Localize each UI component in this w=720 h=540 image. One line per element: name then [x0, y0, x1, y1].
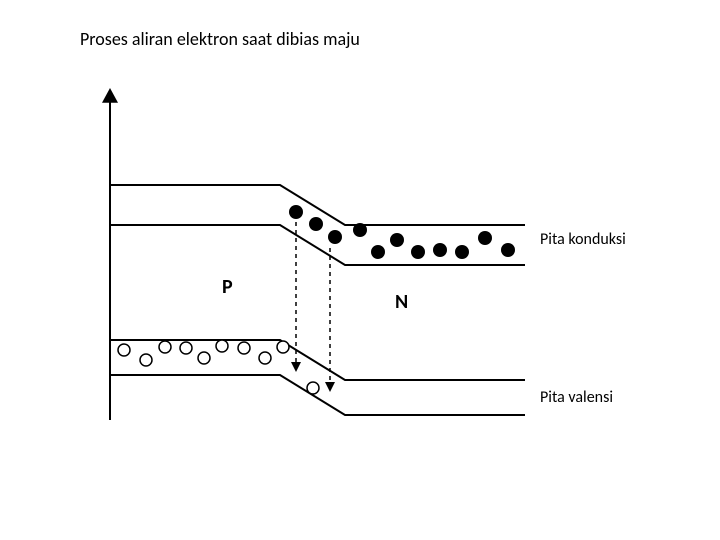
electron — [353, 223, 367, 237]
electron — [289, 205, 303, 219]
hole — [140, 354, 152, 366]
hole — [238, 342, 250, 354]
recombination-arrows — [291, 222, 335, 392]
recombination-arrow-head — [325, 382, 335, 392]
p-region-label: P — [222, 275, 233, 299]
electron — [328, 230, 342, 244]
hole — [198, 352, 210, 364]
hole — [159, 341, 171, 353]
hole — [259, 352, 271, 364]
hole — [118, 344, 130, 356]
hole — [307, 382, 319, 394]
electron — [455, 245, 469, 259]
valence-band — [110, 340, 525, 415]
valence-band-label: Pita valensi — [540, 388, 613, 407]
hole — [277, 341, 289, 353]
energy-axis — [102, 88, 118, 420]
hole — [180, 342, 192, 354]
conduction-band-label: Pita konduksi — [540, 230, 626, 249]
electron — [390, 233, 404, 247]
electron — [411, 245, 425, 259]
electron — [309, 217, 323, 231]
electron — [371, 245, 385, 259]
electron — [433, 243, 447, 257]
hole — [216, 340, 228, 352]
band-diagram-svg — [0, 0, 720, 540]
recombination-arrow-head — [291, 362, 301, 372]
electron — [501, 243, 515, 257]
holes — [118, 340, 319, 394]
electron — [478, 231, 492, 245]
n-region-label: N — [395, 290, 408, 314]
